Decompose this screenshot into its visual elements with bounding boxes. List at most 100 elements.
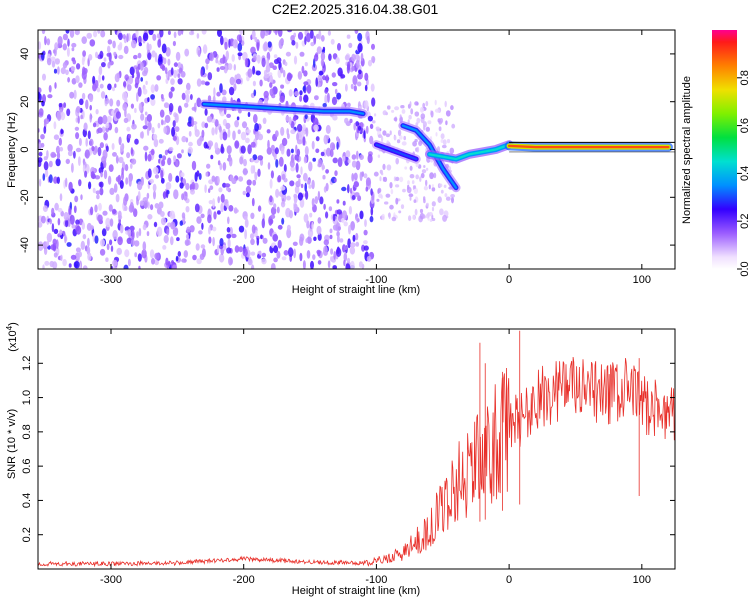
noise-speckle (46, 57, 52, 66)
noise-speckle (325, 182, 329, 192)
noise-speckle (290, 129, 296, 135)
noise-speckle (325, 211, 329, 219)
spectrogram-noise (38, 30, 456, 269)
noise-speckle (181, 92, 186, 101)
noise-speckle (311, 179, 315, 190)
noise-speckle (299, 252, 303, 262)
noise-speckle (352, 75, 358, 86)
noise-speckle (154, 252, 160, 260)
noise-speckle (421, 169, 427, 174)
noise-speckle (183, 250, 188, 258)
noise-speckle (60, 128, 64, 135)
noise-speckle (140, 77, 143, 82)
noise-speckle (175, 255, 179, 262)
noise-speckle (329, 234, 333, 240)
noise-speckle (358, 261, 363, 268)
noise-speckle (239, 156, 244, 165)
noise-speckle (170, 67, 174, 76)
noise-speckle (414, 111, 420, 117)
noise-speckle (389, 204, 394, 210)
noise-speckle (94, 175, 101, 180)
noise-speckle (201, 30, 207, 35)
noise-speckle (434, 99, 437, 106)
noise-speckle (75, 75, 80, 83)
noise-speckle (313, 236, 317, 241)
noise-speckle (351, 65, 355, 72)
noise-speckle (38, 178, 42, 187)
noise-speckle (50, 56, 56, 62)
noise-speckle (402, 188, 406, 193)
noise-speckle (208, 200, 213, 205)
noise-speckle (435, 132, 438, 137)
colorbar-tick-label: 0.6 (739, 118, 750, 133)
noise-speckle (382, 110, 387, 116)
noise-speckle (118, 32, 123, 41)
noise-speckle (347, 238, 351, 249)
noise-speckle (419, 208, 424, 214)
noise-speckle (277, 30, 283, 37)
noise-speckle (147, 97, 150, 103)
noise-speckle (59, 229, 63, 236)
noise-speckle (226, 186, 230, 192)
noise-speckle (67, 150, 73, 157)
noise-speckle (336, 136, 340, 142)
noise-speckle (168, 102, 174, 113)
noise-speckle (173, 62, 178, 68)
noise-speckle (109, 239, 113, 246)
noise-speckle (296, 139, 303, 145)
noise-speckle (198, 173, 202, 180)
noise-speckle (119, 224, 124, 234)
noise-speckle (285, 51, 291, 57)
noise-speckle (351, 173, 355, 182)
noise-speckle (156, 33, 160, 39)
snr-background (38, 329, 675, 569)
noise-speckle (107, 62, 111, 69)
noise-speckle (124, 108, 127, 118)
noise-speckle (105, 145, 109, 152)
noise-speckle (200, 69, 204, 77)
noise-speckle (188, 130, 192, 137)
noise-speckle (259, 158, 264, 166)
noise-speckle (355, 121, 360, 127)
noise-speckle (52, 261, 58, 269)
noise-speckle (280, 147, 285, 155)
y-tick-label: 1.2 (21, 356, 33, 371)
noise-speckle (425, 179, 428, 187)
noise-speckle (324, 88, 329, 94)
noise-speckle (146, 231, 150, 237)
noise-speckle (332, 213, 336, 222)
noise-speckle (366, 255, 372, 262)
noise-speckle (101, 75, 105, 81)
colorbar: 0.0 0.2 0.4 0.6 0.8 Normalized spectral ampl… (681, 30, 750, 277)
noise-speckle (290, 35, 295, 42)
noise-speckle (102, 114, 108, 125)
colorbar-tick-label: 0.2 (739, 214, 750, 229)
noise-speckle (451, 123, 456, 129)
noise-speckle (233, 64, 236, 71)
noise-speckle (55, 145, 61, 154)
noise-speckle (369, 135, 374, 145)
noise-speckle (313, 35, 317, 45)
noise-speckle (108, 109, 112, 114)
noise-speckle (137, 253, 142, 262)
noise-speckle (419, 176, 422, 182)
noise-speckle (394, 106, 400, 111)
noise-speckle (341, 217, 345, 223)
noise-speckle (303, 172, 308, 182)
noise-speckle (296, 174, 301, 179)
noise-speckle (82, 164, 86, 173)
noise-speckle (300, 130, 306, 136)
noise-speckle (160, 119, 164, 126)
noise-speckle (138, 102, 142, 112)
snr-x-ticks: -300 -200 -100 0 100 (100, 329, 651, 586)
noise-speckle (357, 218, 360, 223)
noise-speckle (186, 226, 191, 233)
noise-speckle (62, 43, 67, 51)
noise-speckle (378, 193, 383, 198)
noise-speckle (408, 215, 412, 222)
noise-speckle (290, 121, 295, 129)
noise-speckle (267, 139, 270, 150)
noise-speckle (347, 184, 350, 194)
noise-speckle (229, 76, 235, 86)
noise-speckle (294, 91, 300, 97)
